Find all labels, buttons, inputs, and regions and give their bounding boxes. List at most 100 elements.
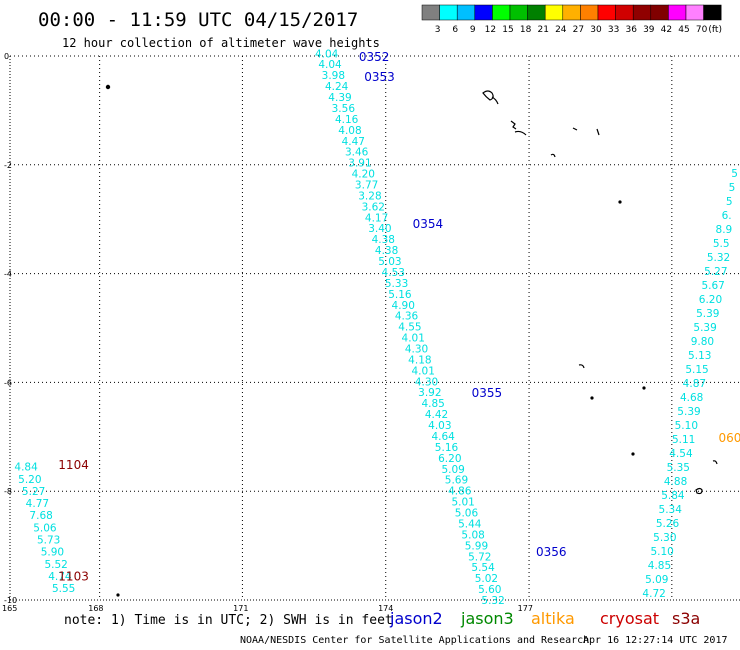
wave-height-label: 4.68: [680, 392, 703, 404]
wave-height-label: 4.03: [428, 420, 451, 432]
wave-height-label: 4.85: [421, 398, 444, 410]
wave-height-label: 5.35: [667, 462, 690, 474]
legend-label: 3: [435, 25, 441, 35]
pass-label: 0355: [472, 386, 503, 400]
wave-height-label: 5: [726, 196, 733, 208]
wave-height-label: 9.80: [691, 336, 714, 348]
wave-height-label: 5.84: [661, 490, 685, 502]
wave-height-label: 4.42: [425, 409, 448, 421]
legend-label: 33: [608, 25, 619, 35]
wave-height-label: 5.32: [707, 252, 730, 264]
satellite-name: cryosat: [600, 609, 659, 628]
wave-height-label: 5.10: [675, 420, 698, 432]
wave-height-label: 3.77: [355, 179, 378, 191]
x-tick-label: 177: [518, 604, 533, 613]
wave-height-label: 5.69: [445, 475, 468, 487]
legend-swatch: [632, 4, 652, 21]
wave-height-label: 3.28: [358, 190, 381, 202]
legend-swatch: [544, 4, 564, 21]
legend-label: 45: [678, 25, 689, 35]
wave-height-label: 4.54: [669, 448, 693, 460]
legend-swatch: [580, 4, 599, 21]
wave-height-label: 5.52: [44, 559, 67, 571]
wave-height-label: 5.67: [701, 280, 724, 292]
island-shapes: [105, 84, 718, 597]
wave-height-label: 4.85: [648, 560, 671, 572]
y-tick-label: -10: [4, 596, 17, 605]
wave-height-label: 5.39: [677, 406, 700, 418]
wave-height-label: 5.20: [18, 474, 41, 486]
x-tick-label: 171: [233, 604, 248, 613]
legend-swatch: [562, 4, 581, 21]
wave-height-label: 4.38: [375, 245, 398, 257]
y-tick-label: -4: [4, 270, 12, 279]
timestamp-text: Apr 16 12:27:14 UTC 2017: [583, 635, 728, 646]
wave-height-label: 4.53: [382, 267, 405, 279]
wave-height-label: 4.39: [328, 92, 351, 104]
color-scale-legend: 3 6 9 12 15 18 21 24 27 30 33 36 39 42 45 70 (ft): [421, 4, 722, 35]
wave-height-label: 3.98: [322, 70, 345, 82]
wave-height-label: 4.90: [392, 300, 415, 312]
satellite-name: jason2: [389, 609, 443, 628]
wave-height-label: 4.77: [26, 498, 49, 510]
wave-height-label: 5: [729, 182, 736, 194]
legend-label: 27: [573, 25, 584, 35]
wave-height-label: 4.01: [402, 333, 425, 345]
wave-height-label: 7.68: [29, 510, 52, 522]
pass-label: 1103: [58, 570, 89, 584]
wave-height-label: 4.04: [318, 59, 342, 71]
legend-label: 24: [555, 25, 567, 35]
wave-height-label: 4.88: [664, 476, 687, 488]
wave-height-label: 3.92: [418, 387, 441, 399]
legend-label: 42: [661, 25, 672, 35]
wave-height-tracks: 4.044.043.984.244.393.564.164.084.473.46…: [14, 48, 738, 607]
y-tick-label: -2: [4, 161, 12, 170]
wave-height-label: 4.20: [352, 169, 375, 181]
legend-swatch: [509, 4, 528, 21]
wave-height-label: 5.08: [461, 529, 484, 541]
wave-height-label: 4.36: [395, 311, 419, 323]
wave-height-label: 5.16: [435, 442, 459, 454]
satellite-name: s3a: [672, 609, 700, 628]
y-tick-label: -6: [4, 378, 12, 387]
wave-height-label: 3.40: [368, 223, 391, 235]
wave-height-label: 4.72: [642, 588, 665, 600]
legend-swatch: [615, 4, 634, 21]
wave-height-label: 5.01: [451, 497, 474, 509]
legend-label: (ft): [708, 25, 722, 35]
wave-height-label: 5.16: [388, 289, 412, 301]
wave-height-label: 4.04: [315, 48, 339, 60]
legend-swatch: [650, 4, 669, 21]
wave-height-label: 3.46: [345, 147, 369, 159]
x-tick-label: 168: [88, 604, 103, 613]
legend-swatch: [456, 4, 476, 21]
wave-height-label: 8.9: [716, 224, 733, 236]
pass-label: 1104: [58, 458, 89, 472]
wave-height-label: 5.5: [713, 238, 730, 250]
legend-swatch: [668, 4, 687, 21]
credit-text: NOAA/NESDIS Center for Satellite Applica…: [240, 635, 589, 646]
y-tick-label: 0: [4, 52, 9, 61]
wave-height-label: 5.06: [455, 508, 479, 520]
wave-height-label: 5: [731, 168, 738, 180]
wave-height-label: 4.18: [408, 354, 431, 366]
legend-label: 36: [625, 25, 637, 35]
legend-label: 30: [590, 25, 602, 35]
wave-height-label: 5.13: [688, 350, 711, 362]
wave-height-label: 4.38: [372, 234, 395, 246]
satellite-name: jason3: [460, 609, 514, 628]
legend-label: 9: [470, 25, 476, 35]
wave-height-label: 5.99: [465, 540, 488, 552]
legend-swatch: [474, 4, 493, 21]
wave-height-label: 3.56: [332, 103, 356, 115]
wave-height-label: 4.30: [405, 344, 428, 356]
wave-height-label: 4.01: [412, 365, 435, 377]
wave-height-label: 4.86: [448, 486, 472, 498]
wave-height-label: 4.08: [338, 125, 361, 137]
wave-height-label: 5.11: [672, 434, 695, 446]
wave-height-label: 4.84: [14, 462, 38, 474]
wave-height-label: 5.60: [478, 584, 501, 596]
wave-height-label: 5.09: [645, 574, 668, 586]
legend-label: 12: [485, 25, 496, 35]
